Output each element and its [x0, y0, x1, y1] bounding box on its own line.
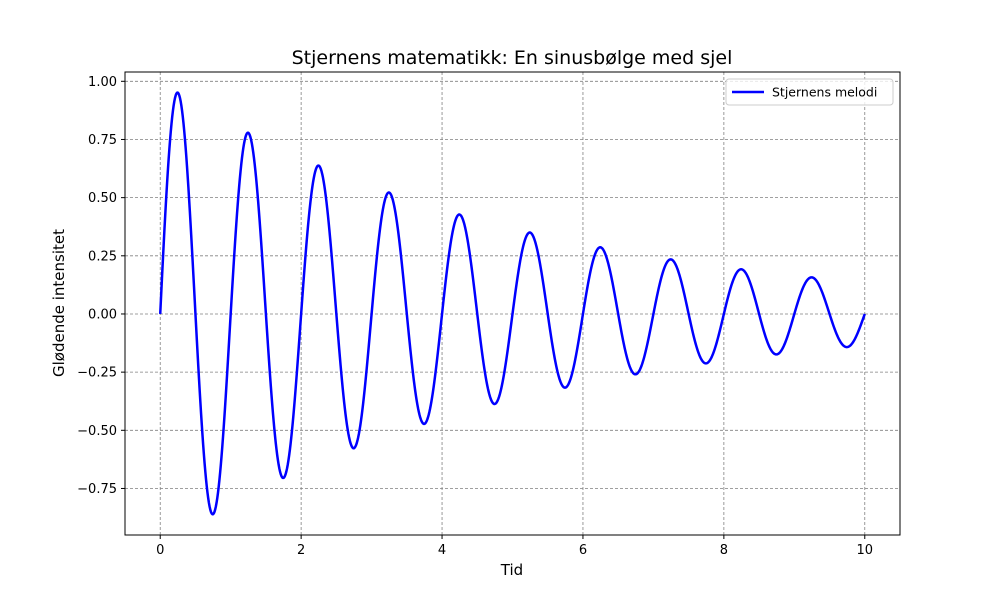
- x-tick-label: 10: [856, 543, 873, 558]
- x-tick-label: 6: [579, 543, 587, 558]
- x-tick-label: 8: [720, 543, 728, 558]
- y-tick-label: −0.75: [77, 482, 117, 497]
- y-tick-label: 1.00: [88, 75, 117, 90]
- plot-area: [125, 72, 900, 535]
- y-tick-label: 0.25: [88, 249, 117, 264]
- y-tick-label: −0.50: [77, 424, 117, 439]
- legend-box: [725, 78, 894, 106]
- y-tick-label: −0.25: [77, 366, 117, 381]
- x-tick-label: 0: [156, 543, 164, 558]
- chart-title: Stjernens matematikk: En sinusbølge med …: [292, 47, 733, 69]
- plot-frame: [124, 71, 901, 536]
- series-layer: [158, 91, 866, 516]
- y-tick-label: 0.00: [88, 307, 117, 322]
- y-axis: −0.75 −0.50 −0.25 0.00 0.25 0.50 0.75 1.00: [77, 75, 125, 497]
- legend: Stjernens melodi: [725, 78, 894, 106]
- y-tick-label: 0.50: [88, 191, 117, 206]
- x-axis-label: Tid: [500, 561, 523, 579]
- y-axis-label: Glødende intensitet: [50, 229, 68, 377]
- x-tick-label: 2: [297, 543, 305, 558]
- x-axis: 0 2 4 6 8 10: [156, 535, 873, 558]
- series-line: [158, 91, 866, 516]
- x-tick-label: 4: [438, 543, 446, 558]
- y-tick-label: 0.75: [88, 133, 117, 148]
- legend-label: Stjernens melodi: [772, 85, 877, 100]
